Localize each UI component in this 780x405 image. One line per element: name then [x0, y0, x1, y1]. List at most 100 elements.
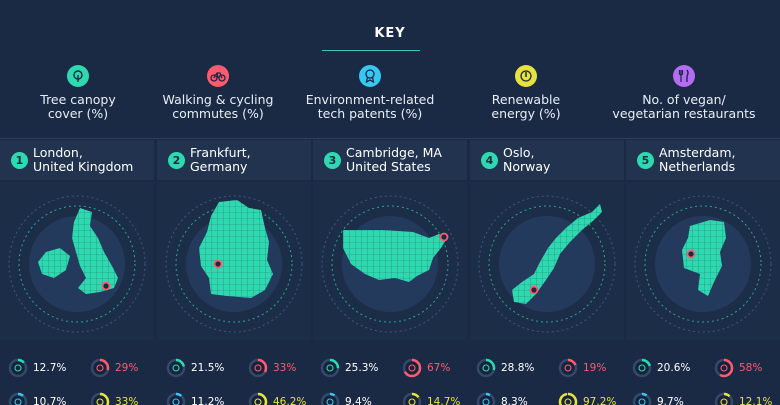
key-item-walk: Walking & cycling commutes (%): [140, 62, 296, 121]
key-label-patents-1: Environment-related: [305, 92, 435, 107]
key-label-tree-1: Tree canopy: [40, 92, 116, 107]
stat-patents: 9.7%: [632, 392, 684, 405]
key-label-vegan-1: No. of vegan/: [642, 92, 726, 107]
stat-value: 11.2%: [191, 396, 225, 405]
cutlery-icon: [673, 65, 695, 87]
key-underline: [322, 50, 420, 51]
key-legend: Tree canopy cover (%) Walking & cycling co…: [0, 62, 780, 132]
city-name-line1: Cambridge, MA: [346, 145, 442, 160]
stat-tree: 28.8%: [476, 358, 534, 378]
divider: [0, 138, 780, 139]
map-panel-london: [0, 182, 154, 340]
stat-tree: 25.3%: [320, 358, 378, 378]
ring-gauge: [320, 358, 340, 378]
map-panel-amsterdam: [626, 182, 780, 340]
usa-map: [321, 195, 459, 333]
key-item-renewable: Renewable energy (%): [448, 62, 604, 121]
ring-gauge: [248, 392, 268, 405]
germany-map: [165, 195, 303, 333]
key-title: KEY: [374, 26, 406, 41]
stat-patents: 10.7%: [8, 392, 66, 405]
stat-renewable: 97.2%: [558, 392, 616, 405]
key-label-renewable-1: Renewable: [491, 92, 561, 107]
bicycle-icon: [207, 65, 229, 87]
stat-value: 10.7%: [33, 396, 67, 405]
stat-tree: 12.7%: [8, 358, 66, 378]
stat-walk: 67%: [402, 358, 450, 378]
ring-gauge: [714, 358, 734, 378]
stat-value: 12.7%: [33, 362, 67, 374]
ring-gauge: [558, 392, 578, 405]
map-panel-frankfurt: [157, 182, 311, 340]
ring-gauge: [402, 392, 422, 405]
key-label-patents-2: tech patents (%): [317, 106, 423, 121]
stat-value: 67%: [427, 362, 451, 374]
rank-badge: 5: [637, 151, 654, 169]
stat-renewable: 12.1%: [714, 392, 772, 405]
stat-value: 58%: [739, 362, 763, 374]
ring-gauge: [402, 358, 422, 378]
stat-value: 21.5%: [191, 362, 225, 374]
city-name-line2: Norway: [503, 159, 551, 174]
city-header-london: 1 London, United Kingdom: [0, 140, 154, 180]
key-item-patents: Environment-related tech patents (%): [292, 62, 448, 121]
key-item-vegan: No. of vegan/vegetarian restaurants: [606, 62, 762, 121]
stat-walk: 19%: [558, 358, 606, 378]
city-name-line1: Frankfurt,: [190, 145, 251, 160]
ring-gauge: [714, 392, 734, 405]
key-item-tree: Tree canopy cover (%): [0, 62, 156, 121]
stat-value: 97.2%: [583, 396, 617, 405]
stat-renewable: 14.7%: [402, 392, 460, 405]
ring-gauge: [90, 358, 110, 378]
key-label-walk-1: Walking & cycling: [162, 92, 274, 107]
key-label-tree-2: cover (%): [47, 106, 109, 121]
ring-gauge: [8, 358, 28, 378]
stat-patents: 11.2%: [166, 392, 224, 405]
ring-gauge: [166, 358, 186, 378]
tree-icon: [67, 65, 89, 87]
stat-patents: 9.4%: [320, 392, 372, 405]
ring-gauge: [248, 358, 268, 378]
stat-value: 28.8%: [501, 362, 535, 374]
city-header-frankfurt: 2 Frankfurt, Germany: [157, 140, 311, 180]
stat-value: 12.1%: [739, 396, 773, 405]
rank-badge: 1: [11, 151, 28, 169]
ring-gauge: [166, 392, 186, 405]
ring-gauge: [476, 358, 496, 378]
key-label-walk-2: commutes (%): [172, 106, 264, 121]
stat-value: 33%: [273, 362, 297, 374]
key-label-renewable-2: energy (%): [491, 106, 561, 121]
map-panel-cambridge: [313, 182, 467, 340]
key-label-vegan-2: vegetarian restaurants: [612, 106, 756, 121]
rank-badge: 2: [168, 151, 185, 169]
stat-renewable: 33%: [90, 392, 138, 405]
stat-value: 29%: [115, 362, 139, 374]
ring-gauge: [632, 358, 652, 378]
ring-gauge: [476, 392, 496, 405]
power-icon: [515, 65, 537, 87]
city-header-amsterdam: 5 Amsterdam, Netherlands: [626, 140, 780, 180]
stat-value: 46.2%: [273, 396, 307, 405]
stat-value: 9.4%: [345, 396, 372, 405]
stat-patents: 8.3%: [476, 392, 528, 405]
ring-gauge: [8, 392, 28, 405]
stat-walk: 33%: [248, 358, 296, 378]
stat-value: 33%: [115, 396, 139, 405]
ring-gauge: [320, 392, 340, 405]
netherlands-map: [634, 195, 772, 333]
stat-renewable: 46.2%: [248, 392, 306, 405]
stat-tree: 21.5%: [166, 358, 224, 378]
stat-value: 8.3%: [501, 396, 528, 405]
stat-tree: 20.6%: [632, 358, 690, 378]
ring-gauge: [90, 392, 110, 405]
stat-walk: 29%: [90, 358, 138, 378]
stat-value: 9.7%: [657, 396, 684, 405]
rank-badge: 4: [481, 151, 498, 169]
city-name-line2: Germany: [190, 159, 248, 174]
map-panel-oslo: [470, 182, 624, 340]
norway-map: [478, 195, 616, 333]
city-header-cambridge: 3 Cambridge, MA United States: [313, 140, 467, 180]
city-name-line2: United Kingdom: [33, 159, 134, 174]
uk-map: [8, 195, 146, 333]
city-name-line1: London,: [33, 145, 83, 160]
